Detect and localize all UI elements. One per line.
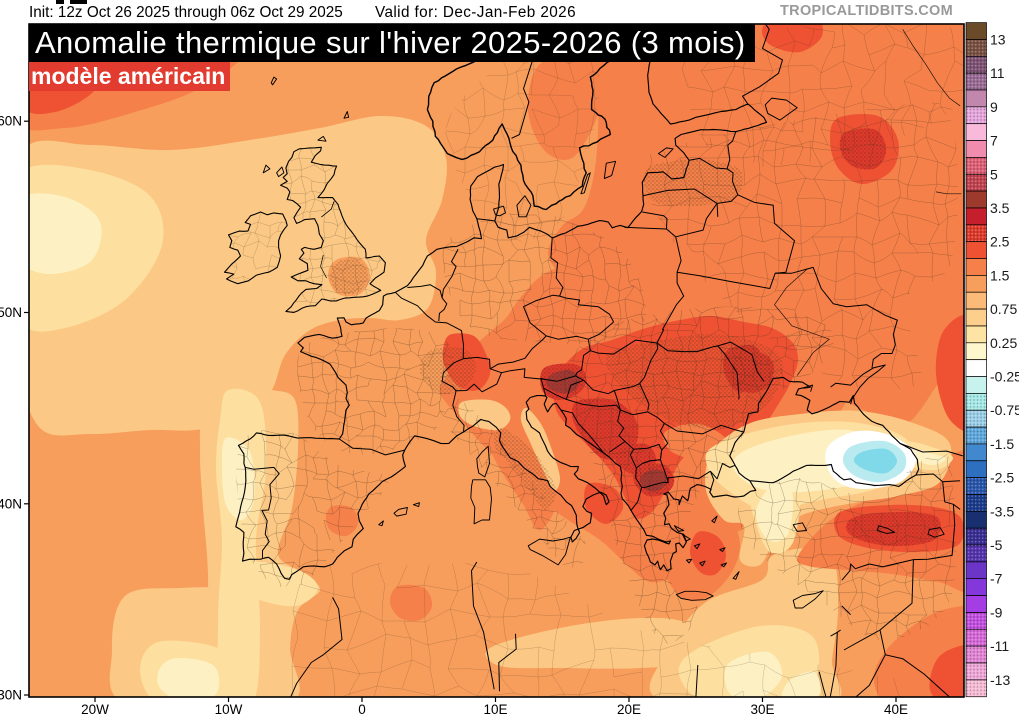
svg-text:13: 13 [990,32,1006,48]
svg-text:-7: -7 [990,571,1003,587]
svg-text:1.5: 1.5 [990,267,1010,283]
svg-text:-9: -9 [990,605,1003,621]
svg-text:60N: 60N [0,114,22,129]
svg-text:2.5: 2.5 [990,234,1010,250]
svg-text:-0.25: -0.25 [990,369,1019,385]
svg-text:10W: 10W [215,702,243,717]
svg-text:40E: 40E [884,702,908,717]
svg-text:30N: 30N [0,688,22,703]
svg-text:-13: -13 [990,672,1010,688]
svg-text:-11: -11 [990,638,1009,654]
svg-text:9: 9 [990,99,998,115]
svg-text:10E: 10E [483,702,507,717]
svg-text:5: 5 [990,166,998,182]
svg-text:3.5: 3.5 [990,200,1010,216]
svg-text:20E: 20E [617,702,641,717]
svg-text:7: 7 [990,133,998,149]
svg-text:-1.5: -1.5 [990,436,1014,452]
svg-text:-3.5: -3.5 [990,503,1014,519]
svg-text:-2.5: -2.5 [990,470,1014,486]
svg-text:40N: 40N [0,496,22,511]
svg-text:0.25: 0.25 [990,335,1017,351]
svg-text:0: 0 [358,702,366,717]
svg-text:20W: 20W [81,702,109,717]
svg-text:30E: 30E [750,702,774,717]
svg-text:0.75: 0.75 [990,301,1017,317]
svg-text:11: 11 [990,65,1005,81]
svg-text:-5: -5 [990,537,1003,553]
svg-text:-0.75: -0.75 [990,402,1019,418]
svg-text:50N: 50N [0,305,22,320]
